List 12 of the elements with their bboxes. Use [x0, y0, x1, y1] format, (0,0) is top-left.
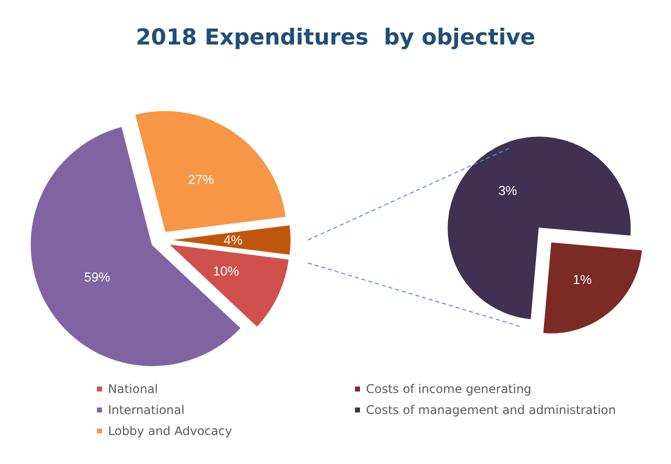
legend-label: Costs of income generating — [366, 382, 532, 396]
data-label: 10% — [213, 264, 240, 279]
text: 2018 Expenditures by objective — [136, 26, 536, 50]
legend-label: Costs of management and administration — [366, 403, 616, 417]
data-label: 1% — [572, 272, 592, 287]
legend-label: Lobby and Advocacy — [108, 424, 232, 438]
data-label: 27% — [188, 172, 214, 188]
legend-label: National — [108, 382, 158, 396]
data-label: 3% — [498, 183, 518, 198]
data-label: 4% — [224, 232, 243, 248]
data-label: 59% — [84, 270, 111, 285]
legend-label: International — [108, 403, 185, 417]
